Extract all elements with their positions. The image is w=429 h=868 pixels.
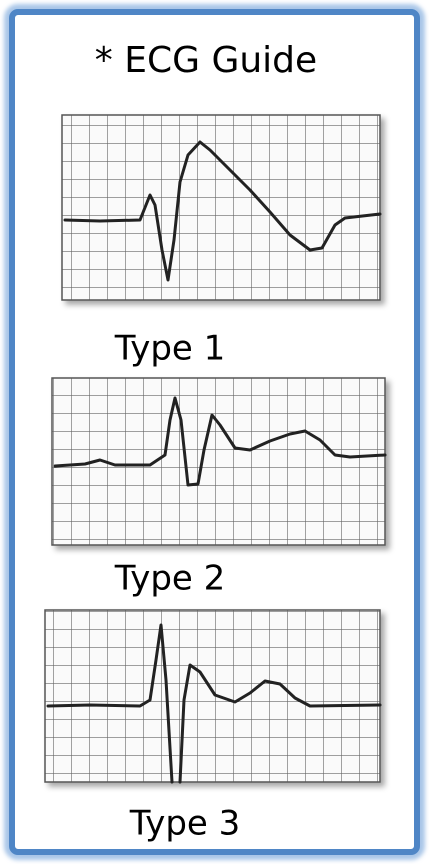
- panel-label: Type 1: [114, 329, 226, 369]
- ecg-panel: [51, 377, 387, 546]
- ecg-wave: [46, 623, 174, 784]
- ecg-wave: [178, 663, 382, 784]
- ecg-wave: [63, 140, 382, 282]
- ecg-wave: [53, 396, 387, 487]
- panel-label: Type 3: [129, 804, 241, 844]
- ecg-panel: [61, 114, 382, 301]
- panel-label: Type 2: [114, 559, 226, 599]
- ecg-panel: [44, 609, 382, 784]
- title: * ECG Guide: [95, 40, 317, 81]
